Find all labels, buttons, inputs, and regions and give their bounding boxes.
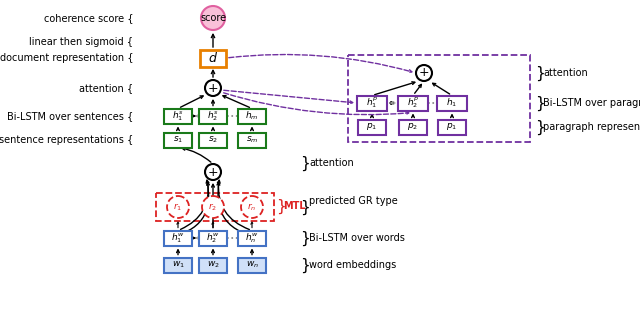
- Text: +: +: [419, 67, 429, 80]
- Text: $w_1$: $w_1$: [172, 260, 184, 270]
- Bar: [164, 133, 192, 148]
- Bar: [348, 55, 530, 142]
- Text: document representation {: document representation {: [0, 53, 133, 63]
- Text: $w_2$: $w_2$: [207, 260, 220, 270]
- Circle shape: [202, 196, 224, 218]
- Bar: [199, 230, 227, 245]
- Text: +: +: [208, 165, 218, 178]
- Bar: [238, 230, 266, 245]
- Bar: [238, 257, 266, 272]
- Circle shape: [205, 80, 221, 96]
- Bar: [164, 109, 192, 124]
- Text: linear then sigmoid {: linear then sigmoid {: [29, 37, 133, 47]
- Text: }: }: [535, 96, 545, 111]
- Text: }: }: [300, 257, 310, 273]
- Bar: [437, 96, 467, 111]
- Text: $d$: $d$: [208, 51, 218, 65]
- Text: $h_1^p$: $h_1^p$: [366, 96, 378, 111]
- Text: $s_2$: $s_2$: [208, 135, 218, 145]
- Text: $r_1$: $r_1$: [173, 201, 182, 213]
- Text: Bi-LSTM over words: Bi-LSTM over words: [309, 233, 405, 243]
- Text: }: }: [300, 155, 310, 171]
- Bar: [199, 133, 227, 148]
- Circle shape: [416, 65, 432, 81]
- Bar: [399, 120, 427, 135]
- Bar: [357, 96, 387, 111]
- Bar: [156, 193, 274, 221]
- Bar: [164, 257, 192, 272]
- Text: }: }: [535, 119, 545, 135]
- Text: $h_m$: $h_m$: [245, 110, 259, 122]
- Text: $s_1$: $s_1$: [173, 135, 183, 145]
- Text: }: }: [535, 65, 545, 81]
- Bar: [438, 120, 466, 135]
- Text: paragraph representations: paragraph representations: [543, 122, 640, 132]
- Circle shape: [241, 196, 263, 218]
- Text: Bi-LSTM over paragraphs: Bi-LSTM over paragraphs: [543, 98, 640, 108]
- Text: +: +: [208, 82, 218, 95]
- Bar: [238, 109, 266, 124]
- Text: $h_2^s$: $h_2^s$: [207, 109, 219, 123]
- Circle shape: [167, 196, 189, 218]
- Text: $p_1$: $p_1$: [366, 122, 378, 133]
- Text: $h_n^w$: $h_n^w$: [245, 231, 259, 245]
- Text: score: score: [200, 13, 226, 23]
- Bar: [358, 120, 386, 135]
- Text: sentence representations {: sentence representations {: [0, 135, 133, 145]
- Text: $r_2$: $r_2$: [209, 201, 218, 213]
- Text: $h_2^w$: $h_2^w$: [206, 231, 220, 245]
- Bar: [200, 49, 226, 67]
- Bar: [199, 257, 227, 272]
- Circle shape: [205, 164, 221, 180]
- Text: $s_m$: $s_m$: [246, 135, 258, 145]
- Bar: [238, 133, 266, 148]
- Text: }: }: [300, 200, 310, 214]
- Text: }: }: [276, 198, 285, 214]
- Text: $h_1$: $h_1$: [446, 97, 458, 109]
- Text: MTL: MTL: [283, 201, 306, 211]
- Text: predicted GR type: predicted GR type: [309, 196, 397, 206]
- Text: attention: attention: [309, 158, 354, 168]
- Bar: [398, 96, 428, 111]
- Circle shape: [201, 6, 225, 30]
- Bar: [199, 109, 227, 124]
- Text: Bi-LSTM over sentences {: Bi-LSTM over sentences {: [7, 111, 133, 121]
- Text: $p_1$: $p_1$: [446, 122, 458, 133]
- Text: $w_n$: $w_n$: [246, 260, 259, 270]
- Bar: [164, 230, 192, 245]
- Text: $r_n$: $r_n$: [247, 201, 257, 213]
- Text: $h_2^p$: $h_2^p$: [407, 96, 419, 111]
- Text: attention: attention: [543, 68, 588, 78]
- Text: }: }: [300, 230, 310, 246]
- Text: attention {: attention {: [79, 83, 133, 93]
- Text: $p_2$: $p_2$: [408, 122, 419, 133]
- Text: coherence score {: coherence score {: [44, 13, 133, 23]
- Text: $h_1^s$: $h_1^s$: [172, 109, 184, 123]
- Text: $h_1^w$: $h_1^w$: [171, 231, 185, 245]
- Text: word embeddings: word embeddings: [309, 260, 396, 270]
